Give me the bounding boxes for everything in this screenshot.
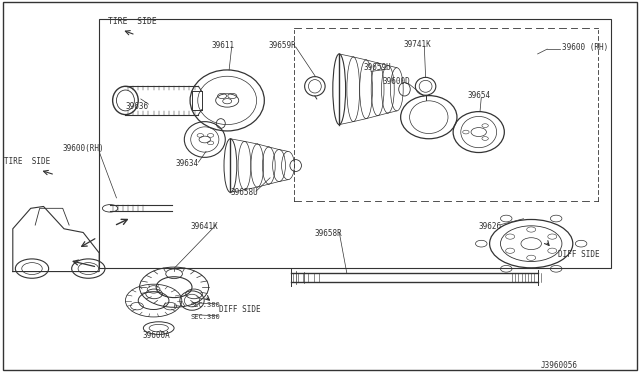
Text: 39659U: 39659U	[364, 63, 391, 72]
Text: 39626: 39626	[479, 222, 502, 231]
Text: 39600(RH): 39600(RH)	[63, 144, 104, 153]
Text: 39634: 39634	[175, 159, 198, 168]
Text: 39611: 39611	[211, 41, 234, 50]
Text: 39654: 39654	[467, 92, 490, 100]
Text: 39641K: 39641K	[191, 222, 218, 231]
Text: 39636: 39636	[125, 102, 148, 111]
Text: DIFF SIDE: DIFF SIDE	[219, 305, 260, 314]
Text: 39741K: 39741K	[403, 40, 431, 49]
Text: SEC.380: SEC.380	[191, 302, 220, 308]
Text: 39658U: 39658U	[230, 188, 258, 197]
Text: 39658R: 39658R	[315, 229, 342, 238]
Bar	[99, 19, 611, 268]
Text: TIRE  SIDE: TIRE SIDE	[4, 157, 50, 166]
Text: 39600D: 39600D	[383, 77, 410, 86]
Text: 39600A: 39600A	[142, 331, 170, 340]
Text: SEC.380: SEC.380	[191, 314, 220, 320]
Text: J3960056: J3960056	[541, 361, 578, 370]
Text: TIRE  SIDE: TIRE SIDE	[108, 17, 156, 26]
Text: DIFF SIDE: DIFF SIDE	[558, 250, 600, 259]
Text: 39600 (RH): 39600 (RH)	[562, 43, 608, 52]
Text: 39659R: 39659R	[269, 41, 296, 50]
